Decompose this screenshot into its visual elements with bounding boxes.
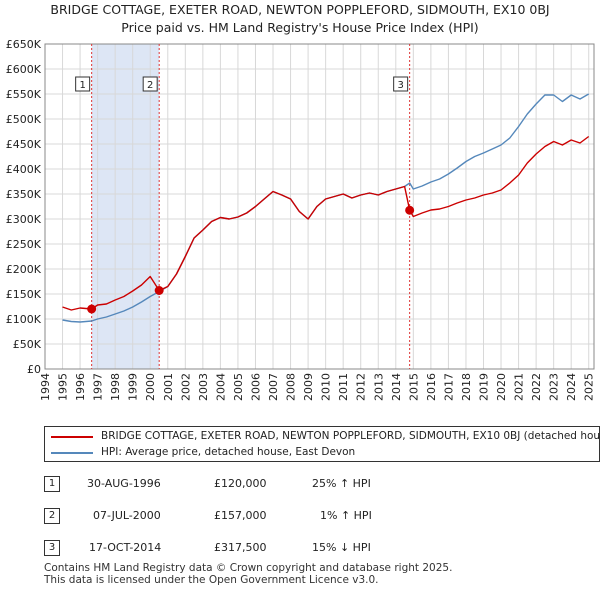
sale-number-box (75, 76, 91, 92)
y-tick-label: £600K (6, 63, 42, 76)
x-tick-label: 2014 (390, 373, 403, 401)
x-tick-label: 1994 (39, 373, 52, 401)
x-tick-label: 2017 (442, 373, 455, 401)
y-tick-label: £250K (6, 238, 42, 251)
transaction-price: £317,500 (214, 541, 267, 554)
x-tick-label: 2003 (197, 373, 210, 401)
plot-frame (44, 43, 595, 370)
y-tick-label: £50K (13, 338, 42, 351)
x-tick-label: 2024 (565, 373, 578, 401)
x-tick-label: 2010 (320, 373, 333, 401)
chart-title-line1: BRIDGE COTTAGE, EXETER ROAD, NEWTON POPP… (50, 2, 550, 17)
y-tick-label: £450K (6, 138, 42, 151)
x-tick-label: 2011 (337, 373, 350, 401)
x-tick-label: 2013 (372, 373, 385, 401)
transaction-hpi-diff: 15% ↓ HPI (312, 541, 371, 554)
footer-copyright: Contains HM Land Registry data © Crown c… (44, 562, 453, 574)
x-tick-label: 2023 (548, 373, 561, 401)
transaction-price: £120,000 (214, 477, 267, 490)
transaction-price: £157,000 (214, 509, 267, 522)
y-tick-label: £400K (6, 163, 42, 176)
transaction-hpi-diff: 1% ↑ HPI (320, 509, 372, 522)
x-tick-label: 1998 (109, 373, 122, 401)
sale-point (87, 304, 97, 314)
x-tick-label: 2002 (179, 373, 192, 401)
y-tick-label: £100K (6, 313, 42, 326)
sale-number-box (393, 76, 409, 92)
x-tick-label: 1996 (74, 373, 87, 401)
price-chart: £0 £50K £100K £150K £200K £250K £300K £350K £400… (6, 38, 596, 401)
y-tick-label: £550K (6, 88, 42, 101)
x-tick-label: 2000 (144, 373, 157, 401)
y-tick-label: £350K (6, 188, 42, 201)
x-tick-label: 1997 (92, 373, 105, 401)
y-tick-label: £300K (6, 213, 42, 226)
y-tick-label: £650K (6, 38, 42, 51)
transaction-date: 30-AUG-1996 (87, 477, 161, 490)
x-tick-label: 2022 (530, 373, 543, 401)
chart-subtitle: Price paid vs. HM Land Registry's House … (121, 20, 479, 35)
sale-number-box (142, 76, 158, 92)
chart-legend: BRIDGE COTTAGE, EXETER ROAD, NEWTON POPP… (44, 426, 600, 462)
x-tick-label: 2019 (477, 373, 490, 401)
x-tick-label: 1999 (127, 373, 140, 401)
transaction-hpi-diff: 25% ↑ HPI (312, 477, 371, 490)
x-tick-label: 2012 (355, 373, 368, 401)
sale-number-label: 3 (397, 80, 403, 91)
x-tick-label: 2007 (267, 373, 280, 401)
sale-point (154, 286, 164, 295)
transaction-badge: 2 (44, 508, 60, 524)
x-tick-label: 2020 (495, 373, 508, 401)
x-tick-label: 2018 (460, 373, 473, 401)
shaded-region (91, 44, 160, 369)
property-price-line (62, 135, 590, 311)
legend-swatch-hpi (51, 452, 93, 454)
footer-licence: This data is licensed under the Open Gov… (44, 574, 379, 586)
y-tick-label: £0 (27, 363, 41, 376)
x-tick-label: 2021 (513, 373, 526, 401)
x-tick-label: 2004 (214, 373, 227, 401)
sale-number-label: 2 (147, 80, 153, 91)
x-tick-label: 2025 (583, 373, 596, 401)
x-tick-label: 2016 (425, 373, 438, 401)
transaction-badge: 3 (44, 540, 60, 556)
x-tick-label: 2008 (285, 373, 298, 401)
sale-point (405, 205, 415, 215)
legend-label-property: BRIDGE COTTAGE, EXETER ROAD, NEWTON POPP… (101, 430, 600, 442)
x-tick-label: 2006 (249, 373, 262, 401)
y-tick-label: £150K (6, 288, 42, 301)
transaction-date: 07-JUL-2000 (93, 509, 161, 522)
legend-item-property: BRIDGE COTTAGE, EXETER ROAD, NEWTON POPP… (45, 429, 600, 445)
x-tick-label: 2015 (407, 373, 420, 401)
x-tick-label: 2009 (302, 373, 315, 401)
y-tick-label: £200K (6, 263, 42, 276)
x-tick-label: 1995 (57, 373, 70, 401)
legend-item-hpi: HPI: Average price, detached house, East… (45, 445, 599, 461)
legend-swatch-property (51, 436, 93, 438)
x-tick-label: 2001 (162, 373, 175, 401)
legend-label-hpi: HPI: Average price, detached house, East… (101, 446, 356, 458)
transaction-date: 17-OCT-2014 (89, 541, 162, 554)
sale-number-label: 1 (79, 80, 85, 91)
transaction-badge: 1 (44, 476, 60, 492)
y-tick-label: £500K (6, 113, 42, 126)
x-tick-label: 2005 (232, 373, 245, 401)
